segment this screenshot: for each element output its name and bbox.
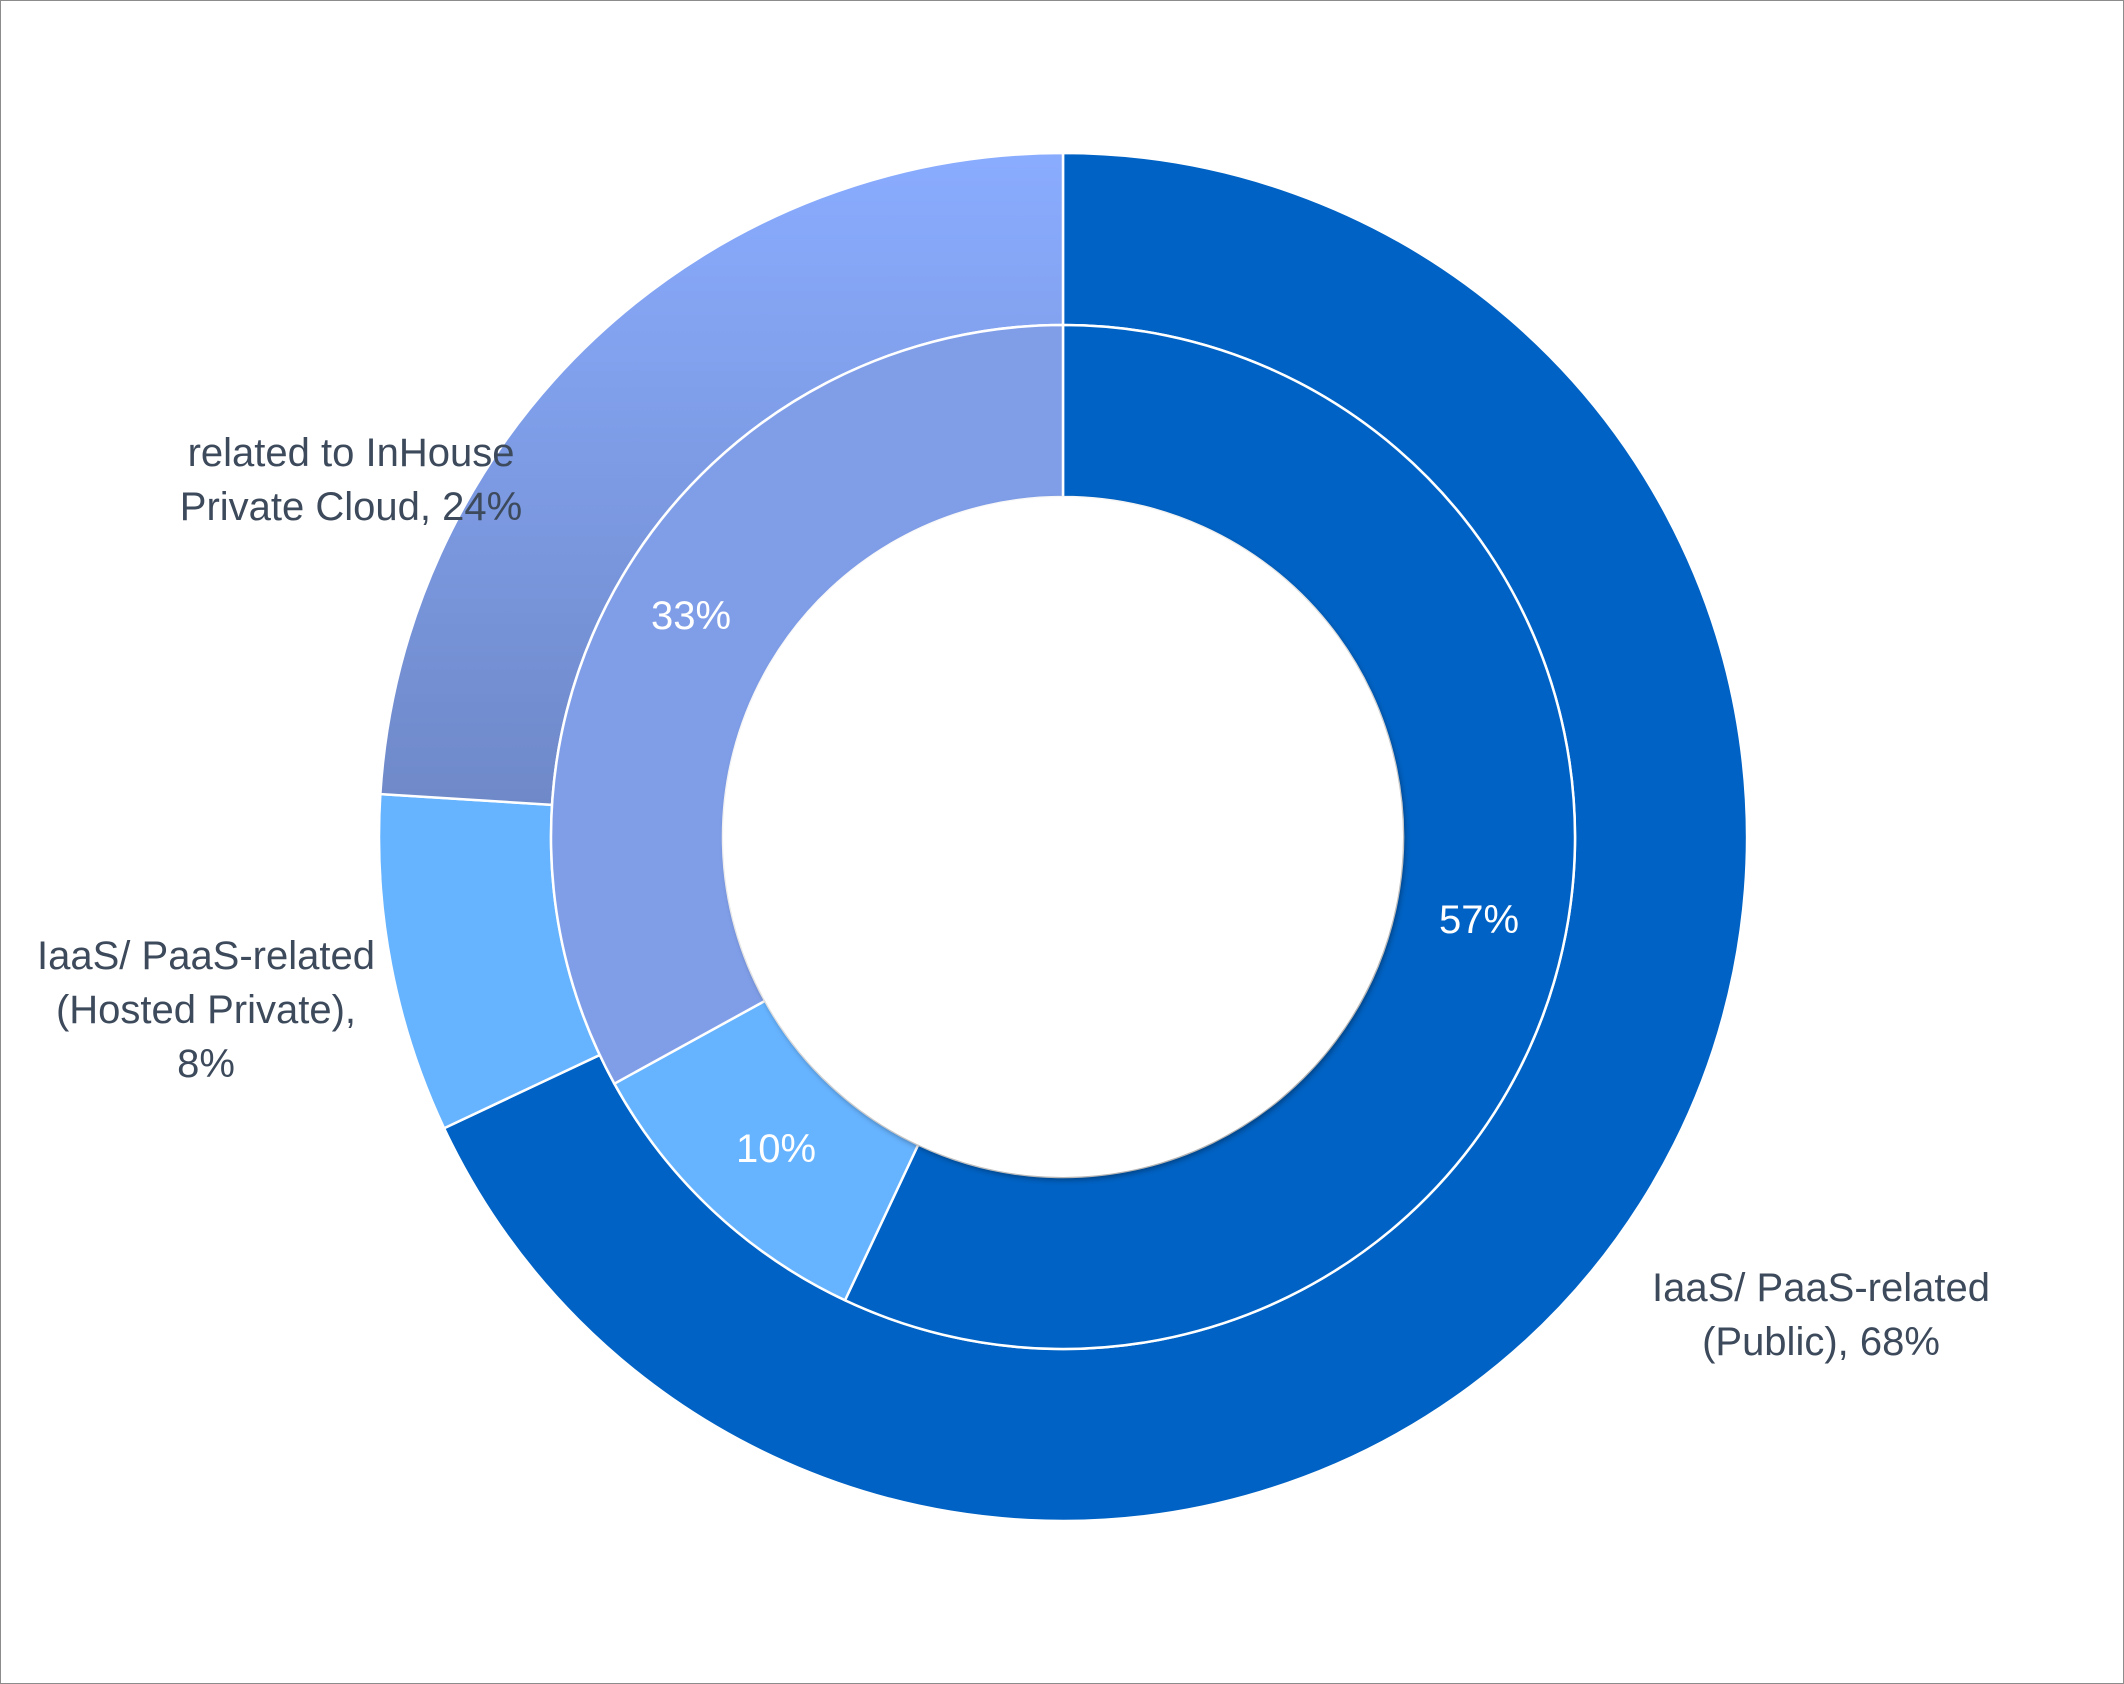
inner-label-hosted-private: 10% xyxy=(736,1127,816,1171)
inner-label-public: 57% xyxy=(1439,898,1519,942)
outer-label-public: IaaS/ PaaS-related (Public), 68% xyxy=(1652,1266,1990,1364)
data-labels: IaaS/ PaaS-related (Public), 68% IaaS/ Paa… xyxy=(37,431,1990,1364)
inner-ring xyxy=(549,323,1577,1351)
inner-label-inhouse-private-cloud: 33% xyxy=(651,594,731,638)
outer-label-hosted-private: IaaS/ PaaS-related (Hosted Private), 8% xyxy=(37,934,375,1086)
donut-hole xyxy=(723,497,1403,1177)
outer-label-inhouse-private-cloud: related to InHouse Private Cloud, 24% xyxy=(180,431,522,529)
